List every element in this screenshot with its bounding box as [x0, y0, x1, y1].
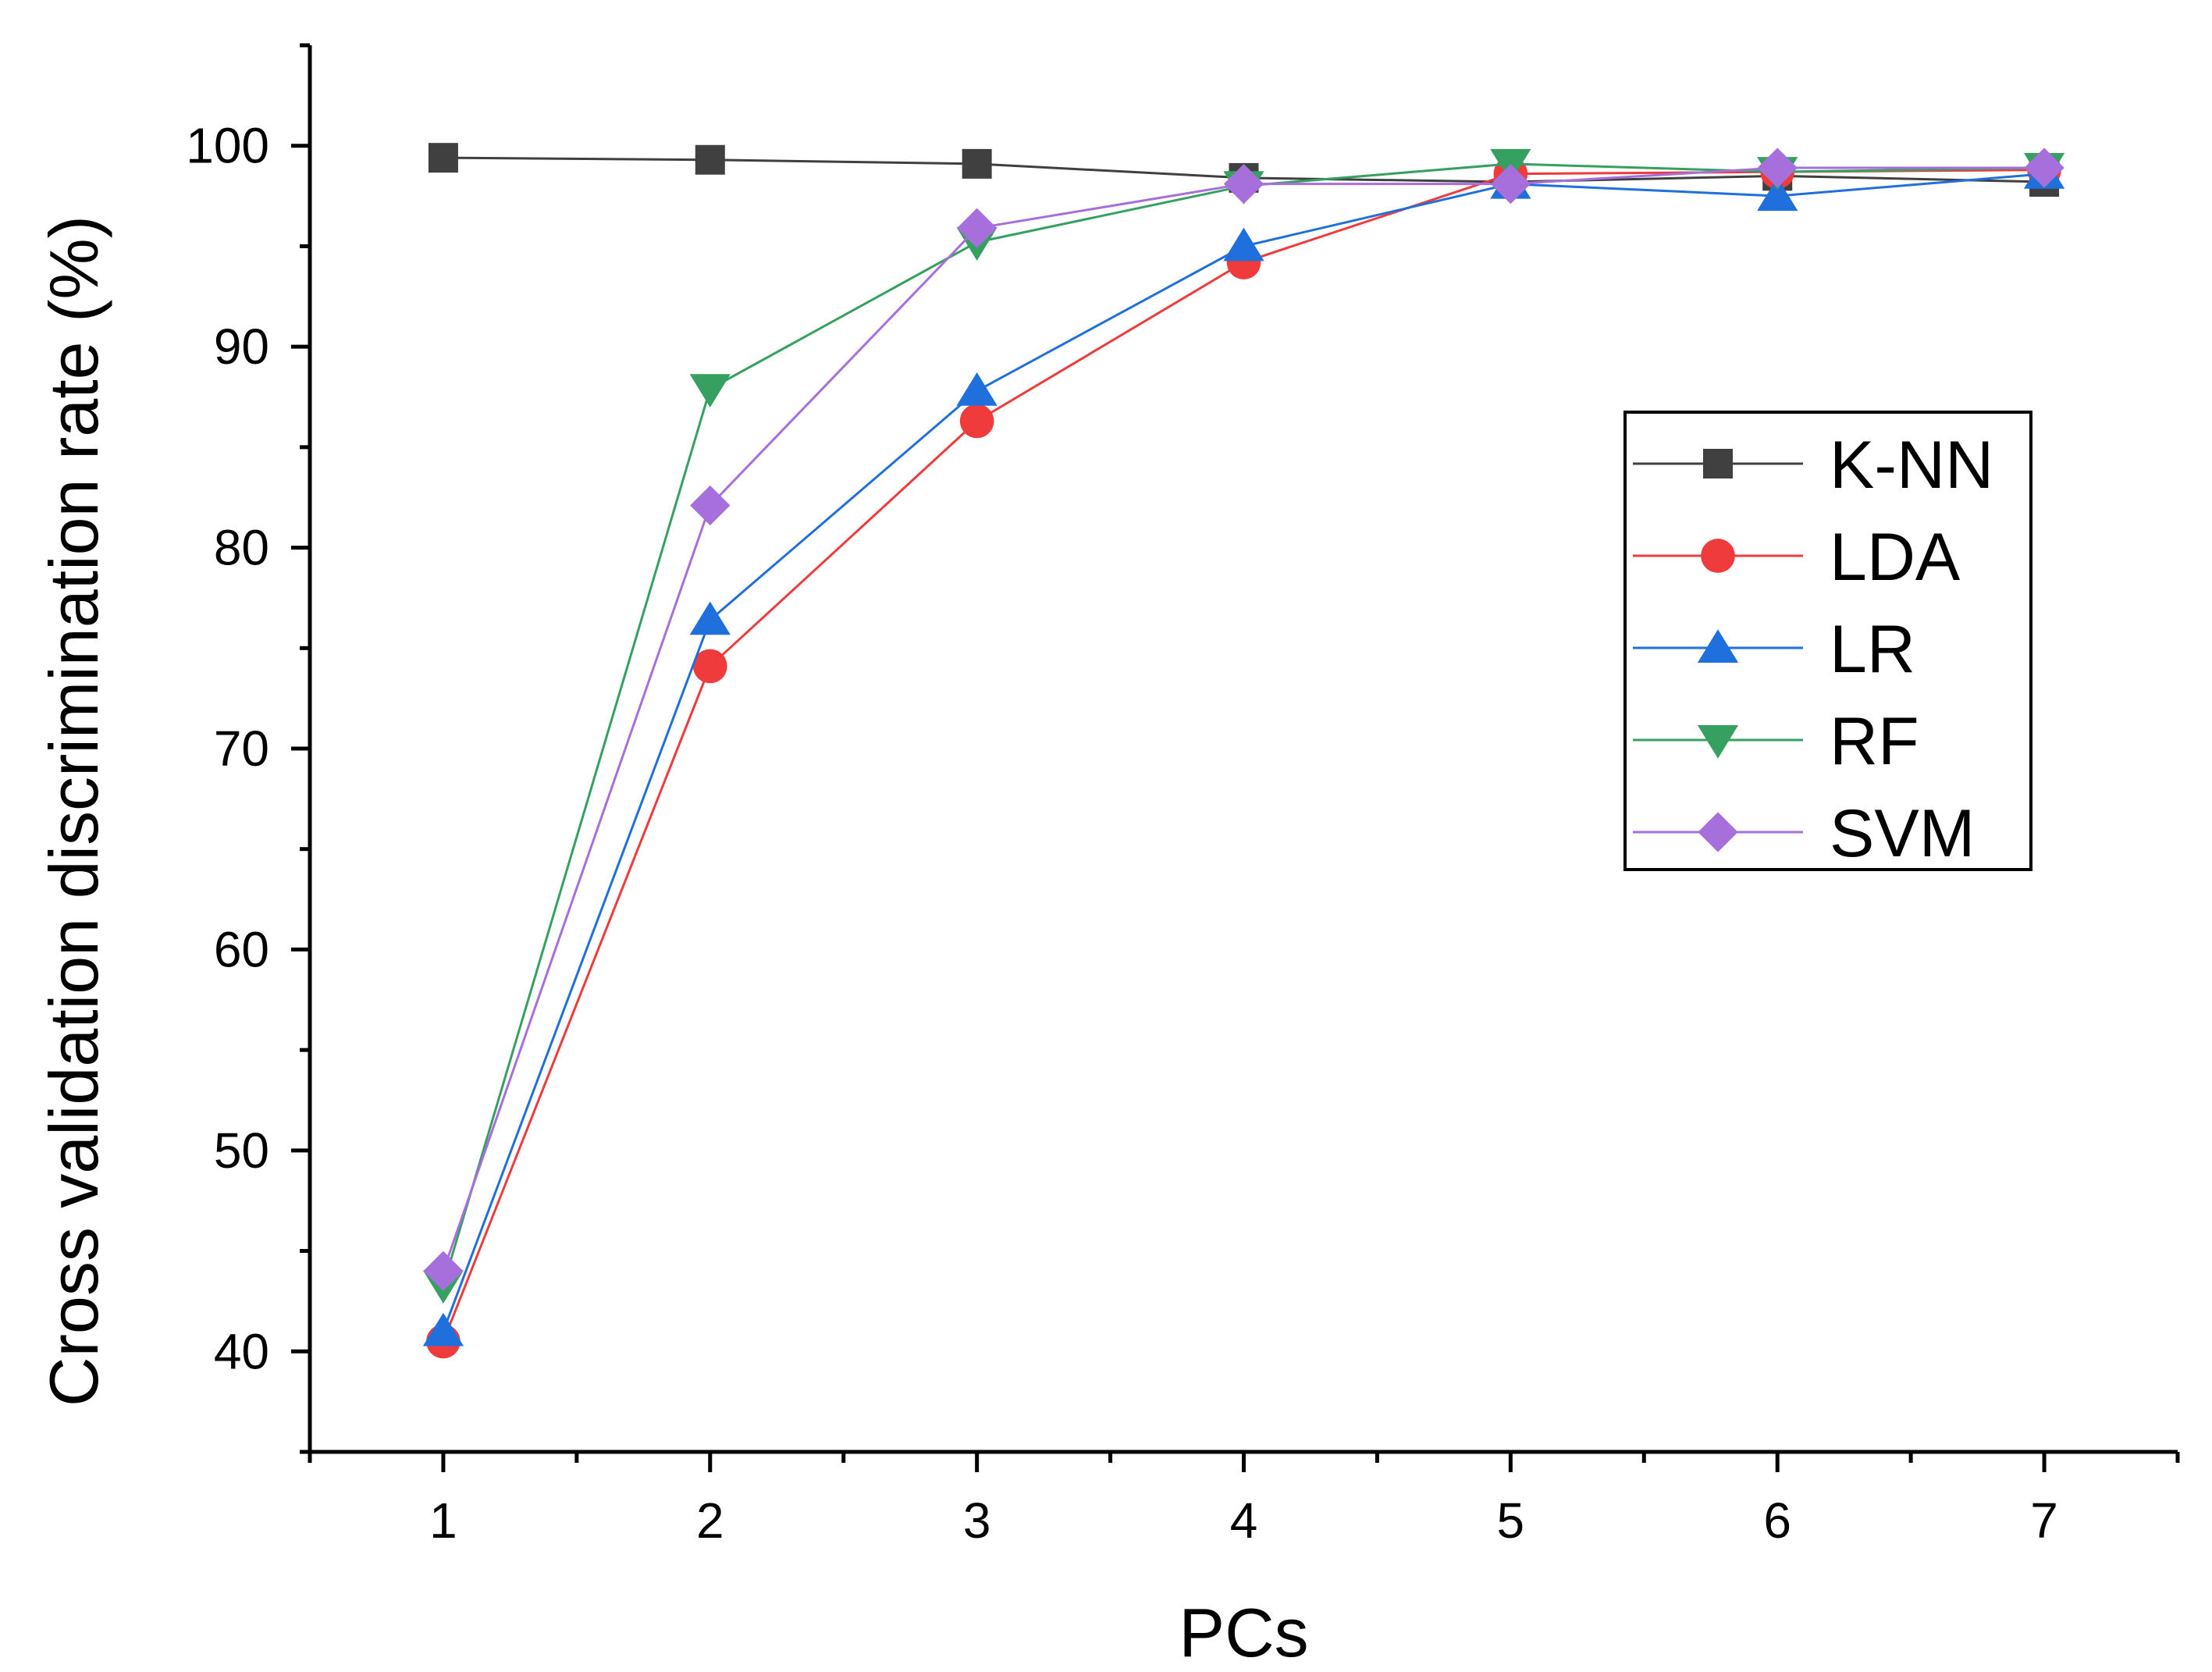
legend-box [1623, 411, 2032, 871]
data-point-lr [422, 1312, 464, 1346]
legend-label: K-NN [1830, 428, 1993, 503]
data-point-svm [1757, 148, 1798, 188]
x-tick-label: 1 [429, 1492, 457, 1549]
y-tick-label: 50 [214, 1122, 269, 1179]
legend-marker [1697, 629, 1739, 663]
legend-item-k-nn: K-NN [1633, 428, 1993, 503]
data-point-rf [689, 374, 731, 407]
legend-label: LDA [1830, 520, 1961, 595]
data-point-k-nn [695, 144, 725, 175]
x-tick-label: 7 [2030, 1492, 2058, 1549]
data-point-lr [1223, 227, 1264, 261]
data-point-k-nn [428, 143, 458, 173]
x-axis-title: PCs [1179, 1594, 1308, 1671]
legend-marker [1698, 812, 1738, 852]
y-tick-label: 60 [214, 921, 269, 977]
legend-marker [1703, 449, 1733, 478]
x-tick-label: 4 [1230, 1492, 1258, 1549]
y-tick-label: 70 [214, 720, 269, 777]
y-tick-label: 90 [214, 318, 269, 375]
x-tick-label: 5 [1497, 1492, 1525, 1549]
data-point-lda [959, 404, 994, 439]
y-tick-label: 100 [186, 118, 269, 174]
x-tick-label: 3 [963, 1492, 991, 1549]
data-point-k-nn [962, 148, 992, 179]
legend: K-NN LDA LR RF SVM [1623, 411, 2032, 871]
legend-item-lr: LR [1633, 612, 1915, 687]
data-point-lr [956, 372, 998, 406]
axes: 40 50 60 70 80 90 100 1 2 3 4 5 6 7 [186, 43, 2180, 1549]
data-point-lr [1757, 177, 1798, 212]
legend-marker [1697, 725, 1739, 759]
legend-item-lda: LDA [1633, 520, 1961, 595]
legend-label: LR [1830, 612, 1915, 687]
data-point-svm [1223, 163, 1264, 205]
series-layer [422, 143, 2065, 1359]
data-point-lr [689, 601, 731, 635]
y-tick-label: 40 [214, 1323, 269, 1379]
data-point-svm [956, 208, 998, 248]
data-point-svm [423, 1250, 464, 1291]
y-tick-label: 80 [214, 520, 269, 576]
x-tick-label: 2 [696, 1492, 724, 1549]
data-point-svm [2024, 148, 2064, 188]
data-point-lda [692, 649, 727, 684]
legend-label: RF [1830, 704, 1919, 779]
legend-marker [1701, 539, 1735, 573]
y-axis-title: Cross validation discrimination rate (%) [35, 215, 112, 1407]
data-point-svm [1490, 163, 1531, 205]
legend-label: SVM [1830, 796, 1975, 871]
legend-item-rf: RF [1633, 704, 1919, 779]
x-tick-label: 6 [1763, 1492, 1791, 1549]
legend-item-svm: SVM [1633, 796, 1975, 871]
data-point-svm [690, 485, 731, 526]
series-svm [423, 148, 2064, 1291]
